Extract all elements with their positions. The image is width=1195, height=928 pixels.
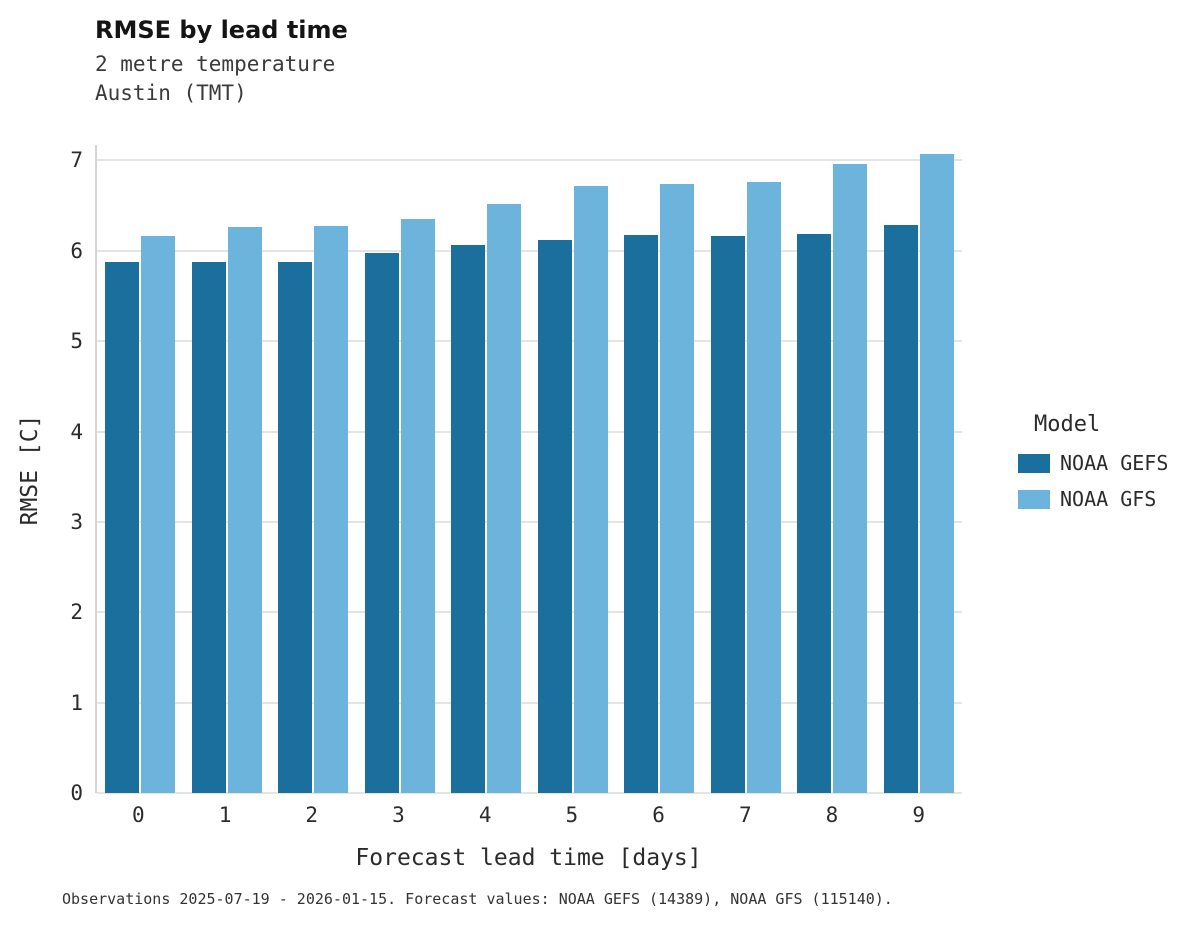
gridline-y0 — [97, 792, 962, 794]
bar-group-0 — [97, 145, 184, 793]
gridline-y3 — [97, 520, 962, 523]
bar-noaa-gfs-lead9 — [919, 154, 954, 793]
footer-caption: Observations 2025-07-19 - 2026-01-15. Fo… — [62, 890, 893, 908]
x-tick-5: 5 — [565, 803, 579, 827]
gridline-y5 — [97, 340, 962, 343]
bar-noaa-gfs-lead5 — [573, 185, 608, 793]
chart-title: RMSE by lead time — [95, 16, 348, 44]
bar-noaa-gefs-lead3 — [364, 253, 399, 793]
bar-group-2 — [270, 145, 357, 793]
legend-label-gfs: NOAA GFS — [1060, 487, 1157, 511]
legend: Model NOAA GEFS NOAA GFS — [1018, 412, 1168, 523]
chart-subtitle-location: Austin (TMT) — [95, 81, 247, 105]
bar-noaa-gfs-lead3 — [400, 219, 435, 793]
bar-noaa-gefs-lead7 — [710, 236, 745, 793]
legend-swatch-gfs — [1018, 489, 1050, 509]
x-axis-label: Forecast lead time [days] — [355, 845, 702, 871]
gridline-y6 — [97, 249, 962, 252]
bar-noaa-gfs-lead4 — [487, 203, 522, 793]
y-tick-6: 6 — [70, 238, 83, 263]
y-tick-2: 2 — [70, 600, 83, 625]
y-tick-0: 0 — [70, 781, 83, 805]
gridline-y7 — [97, 159, 962, 162]
bar-noaa-gfs-lead7 — [746, 182, 781, 793]
x-tick-6: 6 — [652, 803, 665, 827]
y-tick-3: 3 — [70, 509, 83, 534]
bar-group-4 — [443, 145, 530, 793]
bar-noaa-gefs-lead1 — [191, 261, 226, 793]
x-tick-1: 1 — [218, 803, 232, 827]
bar-noaa-gfs-lead8 — [833, 163, 868, 793]
gridline-y4 — [97, 430, 962, 433]
bar-group-5 — [530, 145, 617, 793]
y-tick-7: 7 — [70, 148, 83, 173]
bars-row — [97, 145, 962, 793]
bar-noaa-gefs-lead4 — [451, 245, 486, 793]
bar-group-7 — [703, 145, 790, 793]
x-tick-7: 7 — [738, 803, 752, 827]
legend-label-gefs: NOAA GEFS — [1060, 451, 1169, 475]
x-tick-0: 0 — [132, 803, 145, 827]
bar-noaa-gefs-lead2 — [278, 261, 313, 793]
x-tick-4: 4 — [478, 803, 492, 827]
legend-entry-gfs: NOAA GFS — [1018, 487, 1168, 511]
y-axis-label: RMSE [C] — [17, 414, 43, 526]
x-axis-ticks: 0 1 2 3 4 5 6 7 8 9 — [95, 803, 962, 827]
y-tick-5: 5 — [70, 329, 83, 354]
bar-noaa-gfs-lead2 — [314, 226, 349, 793]
bar-noaa-gefs-lead6 — [624, 235, 659, 793]
bar-noaa-gefs-lead5 — [537, 239, 572, 793]
bar-noaa-gfs-lead6 — [660, 183, 695, 793]
x-tick-8: 8 — [825, 803, 839, 827]
bar-noaa-gefs-lead9 — [883, 225, 918, 793]
bar-noaa-gfs-lead0 — [141, 236, 176, 793]
gridline-y1 — [97, 701, 962, 704]
legend-entry-gefs: NOAA GEFS — [1018, 451, 1168, 475]
bar-group-1 — [184, 145, 271, 793]
bar-noaa-gefs-lead8 — [797, 233, 832, 793]
bar-group-3 — [357, 145, 444, 793]
bar-noaa-gfs-lead1 — [227, 227, 262, 793]
x-tick-9: 9 — [912, 803, 925, 827]
x-tick-3: 3 — [392, 803, 405, 827]
y-tick-1: 1 — [70, 690, 83, 715]
bar-group-6 — [616, 145, 703, 793]
gridline-y2 — [97, 611, 962, 614]
plot-wrapper: 0 1 2 3 4 5 6 7 — [70, 145, 962, 805]
bar-group-9 — [876, 145, 963, 793]
bar-noaa-gefs-lead0 — [105, 261, 140, 793]
legend-swatch-gefs — [1018, 453, 1050, 473]
x-tick-2: 2 — [305, 803, 319, 827]
chart-subtitle-variable: 2 metre temperature — [95, 52, 336, 76]
legend-title: Model — [1034, 412, 1101, 437]
bar-group-8 — [789, 145, 876, 793]
y-tick-4: 4 — [70, 419, 83, 444]
plot-area: 0 1 2 3 4 5 6 7 — [70, 145, 962, 805]
